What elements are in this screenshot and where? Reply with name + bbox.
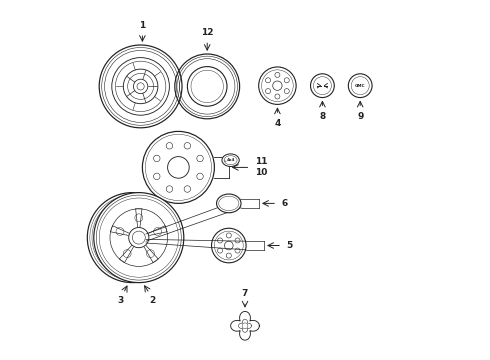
Text: GMC: GMC: [355, 84, 366, 88]
Text: 8: 8: [319, 112, 325, 121]
Text: 7: 7: [242, 289, 248, 298]
Ellipse shape: [217, 194, 241, 213]
Text: 12: 12: [201, 28, 214, 37]
Text: 5: 5: [286, 241, 293, 250]
Text: 6: 6: [281, 199, 288, 208]
Ellipse shape: [222, 154, 239, 166]
Text: 1: 1: [139, 21, 146, 30]
Text: 11: 11: [255, 157, 268, 166]
Text: 4x4: 4x4: [226, 158, 235, 162]
Text: 4: 4: [274, 119, 281, 128]
Circle shape: [94, 193, 184, 283]
Text: 3: 3: [117, 296, 123, 305]
Text: 2: 2: [149, 296, 156, 305]
Text: 9: 9: [357, 112, 364, 121]
Text: 10: 10: [255, 168, 268, 177]
Circle shape: [212, 228, 246, 263]
